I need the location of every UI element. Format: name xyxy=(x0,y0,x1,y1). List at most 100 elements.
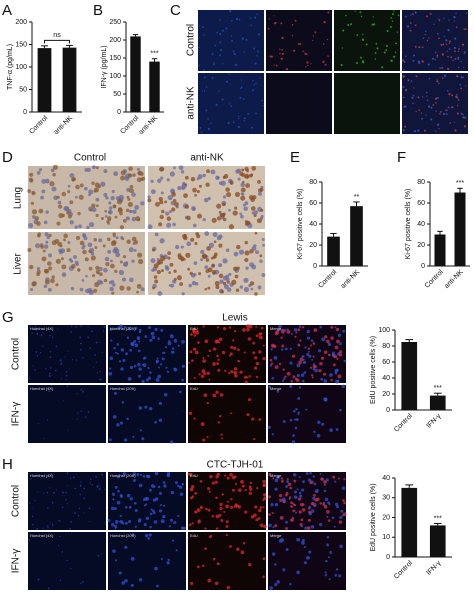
image-cell xyxy=(99,370,101,373)
image-cell xyxy=(36,327,38,329)
image-cell xyxy=(457,66,460,69)
image-cell xyxy=(336,505,339,509)
image-cell xyxy=(279,516,284,520)
image-cell xyxy=(460,87,463,90)
image-cell xyxy=(127,377,132,381)
image-cell xyxy=(336,339,340,344)
image-cell xyxy=(403,106,405,108)
image-cell xyxy=(92,165,96,170)
image-cell xyxy=(285,520,288,524)
image-cell xyxy=(31,515,34,518)
image-cell xyxy=(107,216,112,221)
image-cell xyxy=(121,237,125,241)
image-cell xyxy=(215,496,218,500)
image-cell xyxy=(177,186,182,191)
image-cell xyxy=(207,354,210,357)
image-cell xyxy=(34,499,36,502)
image-cell xyxy=(157,374,161,379)
image-cell xyxy=(310,480,314,484)
image-cell xyxy=(239,370,243,374)
image-cell xyxy=(312,35,315,37)
image-cell xyxy=(157,291,163,296)
image-cell xyxy=(412,94,415,97)
image-cell xyxy=(207,118,209,120)
image-cell xyxy=(319,325,323,329)
image-cell xyxy=(214,44,216,47)
image-cell xyxy=(29,287,34,292)
image-cell xyxy=(445,39,448,42)
image-cell xyxy=(31,281,37,287)
image-cell xyxy=(64,356,66,358)
image-cell xyxy=(268,385,272,389)
image-cell xyxy=(224,474,227,477)
image-cell xyxy=(193,261,198,266)
image-cell xyxy=(110,280,115,284)
image-cell xyxy=(164,346,167,349)
image-cell xyxy=(248,563,252,567)
y-axis-label: Ki-67 positive cells (%) xyxy=(297,189,304,260)
image-cell xyxy=(146,474,150,478)
image-cell xyxy=(458,48,460,50)
image-cell xyxy=(274,365,279,369)
image-cell xyxy=(231,475,236,480)
image-cell xyxy=(178,390,182,394)
image-cell xyxy=(206,169,211,174)
image-cell xyxy=(281,52,285,56)
image-cell xyxy=(125,261,129,265)
image-cell xyxy=(432,104,435,106)
image-cell xyxy=(281,497,286,502)
image-cell xyxy=(165,211,170,216)
image-cell xyxy=(238,18,241,21)
image-cell xyxy=(202,359,206,363)
image-cell xyxy=(200,374,205,379)
image-cell xyxy=(327,519,331,522)
image-cell xyxy=(447,55,449,58)
image-cell xyxy=(241,168,245,172)
image-cell xyxy=(109,286,115,292)
image-cell xyxy=(327,353,331,357)
image-cell xyxy=(138,483,143,488)
image-cell xyxy=(116,352,119,355)
image-cell xyxy=(198,272,202,276)
image-cell xyxy=(225,533,228,537)
image-cell xyxy=(413,87,415,89)
image-cell xyxy=(141,437,145,441)
y-tick-label: 0 xyxy=(117,109,121,116)
image-cell xyxy=(453,16,456,19)
image-cell xyxy=(57,200,62,205)
image-cell xyxy=(149,407,153,411)
image-cell xyxy=(35,328,37,331)
image-cell xyxy=(147,367,150,370)
image-cell xyxy=(441,77,444,79)
image-cell xyxy=(107,249,112,254)
image-cell xyxy=(168,284,172,287)
image-label: EdU xyxy=(190,473,198,478)
image-cell xyxy=(256,13,258,16)
image-cell xyxy=(371,23,374,26)
image-cell xyxy=(281,344,285,348)
image-cell xyxy=(55,489,58,491)
image-cell xyxy=(143,356,147,360)
image-cell xyxy=(250,126,253,129)
image-cell xyxy=(159,166,164,172)
image-cell xyxy=(203,90,206,92)
image-cell xyxy=(70,521,72,523)
image-cell xyxy=(455,26,458,28)
image-cell xyxy=(199,479,203,483)
image-cell xyxy=(339,408,342,412)
image-cell xyxy=(410,80,413,82)
image-cell xyxy=(181,339,185,344)
image-cell xyxy=(239,212,243,216)
image-cell xyxy=(113,391,117,395)
image-cell xyxy=(191,280,197,286)
image-cell xyxy=(59,359,62,362)
image-cell xyxy=(261,238,265,242)
image-cell xyxy=(324,571,327,574)
image-cell xyxy=(166,178,170,182)
image-cell xyxy=(330,325,334,329)
image-cell xyxy=(294,426,298,430)
image-cell xyxy=(320,356,325,360)
image-cell xyxy=(449,40,451,43)
image-cell xyxy=(159,214,164,220)
image-cell xyxy=(355,62,358,65)
